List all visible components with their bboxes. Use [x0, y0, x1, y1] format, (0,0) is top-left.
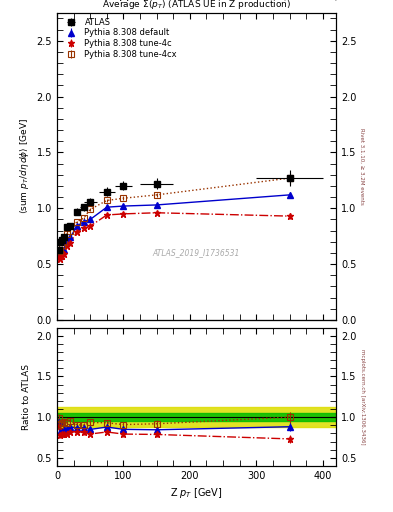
Title: Average $\Sigma(p_T)$ (ATLAS UE in Z production): Average $\Sigma(p_T)$ (ATLAS UE in Z pro… — [102, 0, 291, 11]
Y-axis label: $\langle$sum $p_T/d\eta\,d\phi\rangle$ [GeV]: $\langle$sum $p_T/d\eta\,d\phi\rangle$ [… — [18, 118, 31, 215]
Text: ATLAS_2019_I1736531: ATLAS_2019_I1736531 — [153, 248, 240, 257]
Bar — [57, 408, 336, 427]
Y-axis label: Ratio to ATLAS: Ratio to ATLAS — [22, 364, 31, 430]
Y-axis label: mcplots.cern.ch [arXiv:1306.3436]: mcplots.cern.ch [arXiv:1306.3436] — [360, 349, 365, 444]
Y-axis label: Rivet 3.1.10, ≥ 3.2M events: Rivet 3.1.10, ≥ 3.2M events — [360, 128, 365, 205]
X-axis label: Z $p_T$ [GeV]: Z $p_T$ [GeV] — [170, 486, 223, 500]
Legend: ATLAS, Pythia 8.308 default, Pythia 8.308 tune-4c, Pythia 8.308 tune-4cx: ATLAS, Pythia 8.308 default, Pythia 8.30… — [60, 16, 179, 60]
Bar — [57, 413, 336, 421]
Text: Z (Drell-Yan): Z (Drell-Yan) — [271, 0, 339, 1]
Text: 13000 GeV pp: 13000 GeV pp — [54, 0, 133, 1]
